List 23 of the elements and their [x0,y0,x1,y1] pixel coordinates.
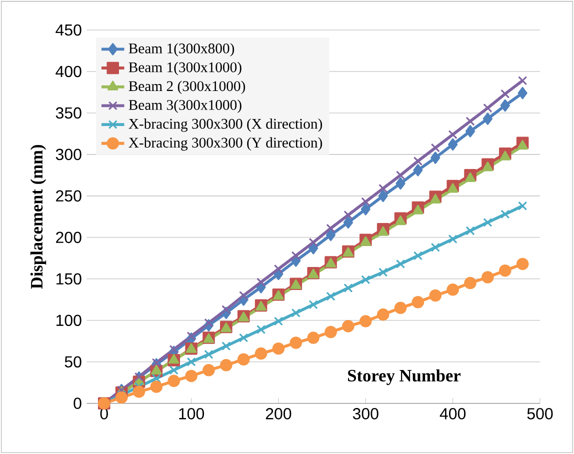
y-tick-label: 350 [56,107,82,119]
x-tick-label: 500 [527,408,553,420]
x-axis-title: Storey Number [348,369,460,386]
y-tick-label: 250 [56,190,82,202]
legend-label: Beam 1(300x800) [128,43,234,56]
legend-label: X-bracing 300x300 (X direction) [128,118,322,132]
y-tick-label: 150 [56,273,82,285]
x-tick-label: 300 [352,408,378,420]
legend-label: X-bracing 300x300 (Y direction) [128,137,322,151]
y-tick-label: 400 [56,66,82,78]
legend-label: Beam 3(300x1000) [128,100,242,113]
y-tick-label: 200 [56,232,82,244]
y-tick-label: 100 [56,314,82,326]
y-tick-label: 50 [64,356,82,368]
y-tick-label: 300 [56,148,82,160]
legend-label: Beam 2 (300x1000) [128,80,246,94]
y-axis-title: Displacement (mm) [30,144,46,289]
y-tick-label: 0 [74,398,82,409]
x-tick-label: 100 [179,408,204,420]
x-tick-label: 400 [440,408,466,420]
x-tick-label: 200 [266,408,292,420]
legend-label: Beam 1(300x1000) [128,62,242,76]
y-tick-label: 450 [56,24,82,36]
